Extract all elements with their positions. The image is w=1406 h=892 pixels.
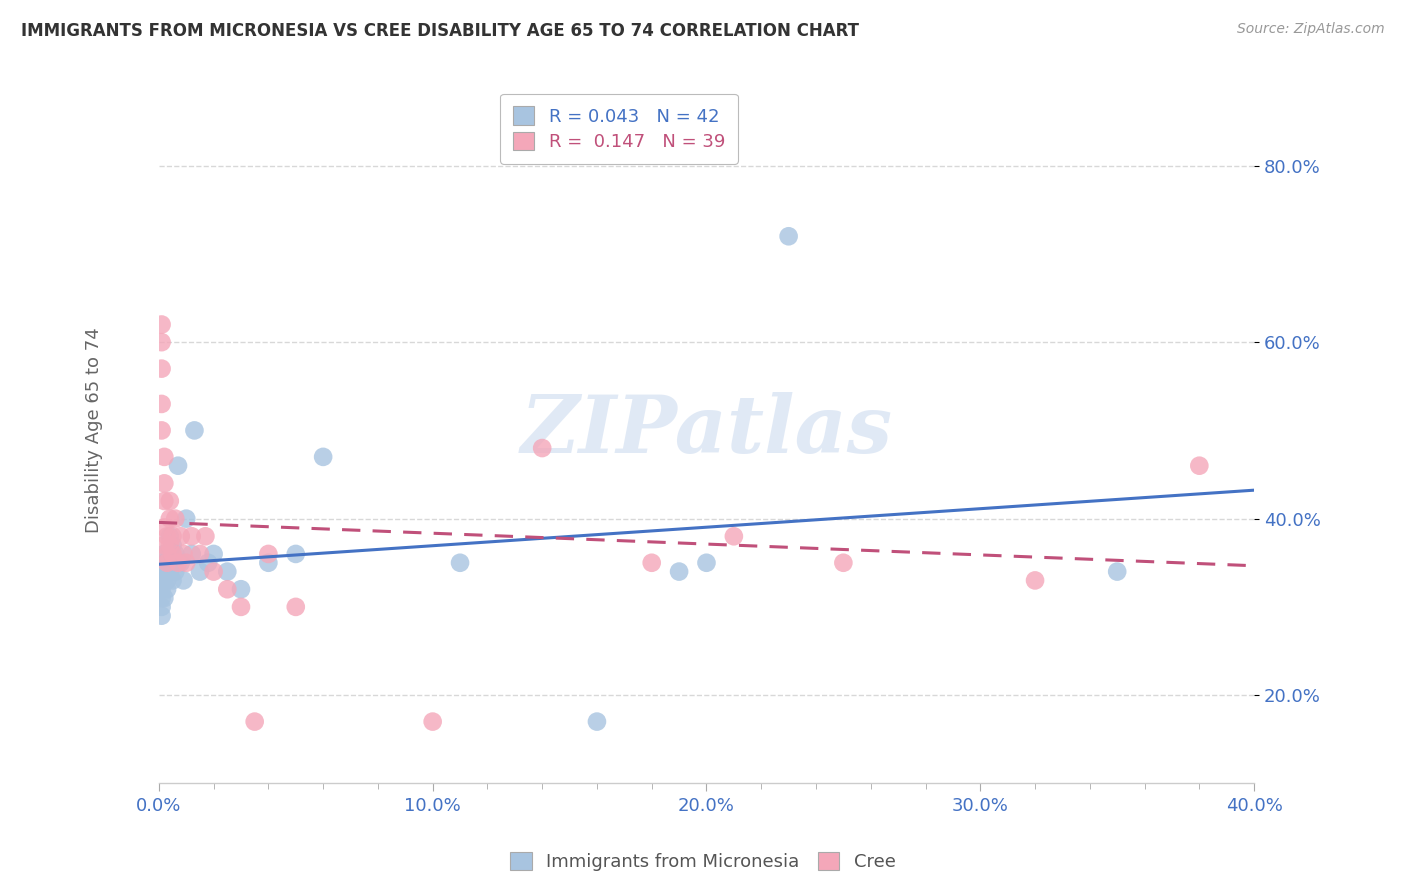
Point	[531, 441, 554, 455]
Point	[257, 547, 280, 561]
Point	[832, 556, 855, 570]
Point	[173, 547, 195, 561]
Point	[153, 591, 176, 605]
Point	[165, 511, 187, 525]
Point	[162, 529, 184, 543]
Point	[197, 556, 219, 570]
Point	[257, 556, 280, 570]
Point	[174, 556, 197, 570]
Point	[159, 538, 181, 552]
Point	[162, 538, 184, 552]
Point	[723, 529, 745, 543]
Text: Source: ZipAtlas.com: Source: ZipAtlas.com	[1237, 22, 1385, 37]
Point	[156, 547, 179, 561]
Point	[183, 424, 205, 438]
Point	[156, 529, 179, 543]
Point	[778, 229, 800, 244]
Text: ZIPatlas: ZIPatlas	[520, 392, 893, 469]
Point	[695, 556, 717, 570]
Point	[159, 529, 181, 543]
Point	[153, 565, 176, 579]
Point	[153, 574, 176, 588]
Point	[162, 547, 184, 561]
Point	[165, 565, 187, 579]
Text: IMMIGRANTS FROM MICRONESIA VS CREE DISABILITY AGE 65 TO 74 CORRELATION CHART: IMMIGRANTS FROM MICRONESIA VS CREE DISAB…	[21, 22, 859, 40]
Point	[180, 529, 202, 543]
Point	[153, 556, 176, 570]
Point	[162, 574, 184, 588]
Point	[284, 599, 307, 614]
Point	[159, 511, 181, 525]
Point	[150, 318, 173, 332]
Point	[159, 494, 181, 508]
Point	[153, 494, 176, 508]
Y-axis label: Disability Age 65 to 74: Disability Age 65 to 74	[86, 327, 103, 533]
Point	[167, 556, 190, 570]
Point	[165, 547, 187, 561]
Point	[202, 565, 225, 579]
Point	[153, 476, 176, 491]
Point	[668, 565, 690, 579]
Point	[229, 599, 252, 614]
Point	[156, 556, 179, 570]
Point	[150, 574, 173, 588]
Point	[194, 529, 217, 543]
Point	[449, 556, 471, 570]
Point	[586, 714, 609, 729]
Point	[156, 556, 179, 570]
Point	[312, 450, 335, 464]
Point	[150, 599, 173, 614]
Point	[202, 547, 225, 561]
Point	[170, 529, 193, 543]
Point	[284, 547, 307, 561]
Point	[156, 582, 179, 597]
Point	[153, 450, 176, 464]
Point	[1188, 458, 1211, 473]
Point	[150, 361, 173, 376]
Point	[217, 582, 239, 597]
Point	[174, 511, 197, 525]
Point	[188, 547, 211, 561]
Legend: R = 0.043   N = 42, R =  0.147   N = 39: R = 0.043 N = 42, R = 0.147 N = 39	[501, 94, 738, 164]
Point	[150, 582, 173, 597]
Point	[159, 565, 181, 579]
Point	[153, 547, 176, 561]
Point	[153, 520, 176, 534]
Point	[170, 556, 193, 570]
Point	[153, 538, 176, 552]
Point	[229, 582, 252, 597]
Point	[641, 556, 664, 570]
Point	[150, 397, 173, 411]
Point	[1024, 574, 1046, 588]
Legend: Immigrants from Micronesia, Cree: Immigrants from Micronesia, Cree	[503, 845, 903, 879]
Point	[217, 565, 239, 579]
Point	[422, 714, 444, 729]
Point	[159, 547, 181, 561]
Point	[150, 335, 173, 350]
Point	[150, 591, 173, 605]
Point	[150, 424, 173, 438]
Point	[167, 458, 190, 473]
Point	[156, 565, 179, 579]
Point	[162, 556, 184, 570]
Point	[1107, 565, 1129, 579]
Point	[180, 547, 202, 561]
Point	[243, 714, 266, 729]
Point	[188, 565, 211, 579]
Point	[156, 574, 179, 588]
Point	[173, 574, 195, 588]
Point	[150, 608, 173, 623]
